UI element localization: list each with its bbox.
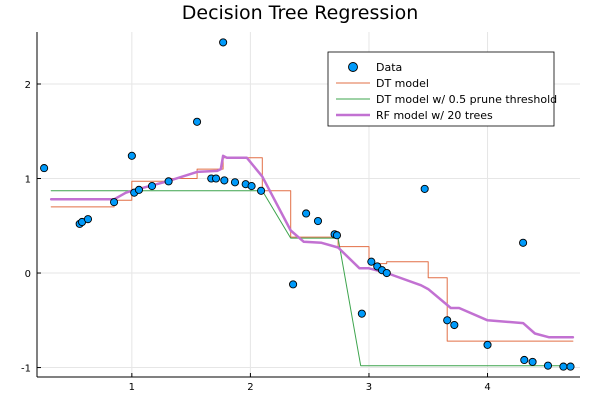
data-point (332, 231, 342, 240)
data-point (520, 355, 529, 365)
legend-label: RF model w/ 20 trees (376, 109, 493, 122)
data-point (230, 178, 240, 187)
legend-label: DT model w/ 0.5 prune threshold (376, 93, 557, 106)
data-point (134, 185, 144, 194)
x-tick-label: 2 (247, 382, 253, 393)
y-tick-label: 2 (25, 80, 31, 91)
data-point (193, 117, 202, 126)
data-point (83, 215, 93, 224)
x-tick-label: 4 (484, 382, 490, 393)
data-point (247, 182, 256, 191)
data-point (219, 38, 228, 47)
data-point (543, 361, 553, 370)
x-tick-label: 1 (129, 382, 135, 393)
legend-marker-data (348, 62, 358, 72)
legend: Data DT model DT model w/ 0.5 prune thresh… (327, 51, 557, 127)
axis-layer: 1 2 3 4 -1 0 1 2 (21, 32, 580, 393)
data-point (127, 151, 136, 160)
data-point (220, 176, 229, 185)
x-tick-label: 3 (366, 382, 372, 393)
data-point (302, 209, 311, 218)
data-point (211, 174, 221, 183)
data-point (450, 320, 459, 330)
data-point (559, 362, 568, 371)
chart-title: Decision Tree Regression (182, 2, 418, 24)
data-point (483, 340, 492, 349)
data-point (367, 257, 376, 266)
series-line-1 (50, 157, 574, 342)
legend-label: DT model (376, 77, 429, 90)
legend-label: Data (376, 61, 402, 74)
data-point (420, 184, 429, 193)
y-tick-label: -1 (21, 364, 31, 375)
series-line-2 (50, 190, 574, 367)
legend-box (327, 51, 555, 127)
data-point (110, 198, 119, 207)
data-point (443, 316, 452, 325)
y-tick-label: 1 (25, 175, 31, 186)
data-point (289, 280, 298, 289)
data-point (528, 357, 537, 366)
y-tick-label: 0 (25, 269, 31, 280)
data-point (257, 186, 266, 195)
data-point (357, 309, 366, 318)
points-layer (40, 38, 575, 371)
series-line-3 (49, 154, 575, 339)
data-point (382, 268, 391, 278)
data-point (40, 164, 49, 173)
series-layer (49, 154, 575, 367)
data-point (164, 177, 173, 186)
data-point (566, 362, 575, 371)
data-point (147, 182, 157, 191)
data-point (519, 238, 528, 247)
data-point (313, 216, 323, 226)
